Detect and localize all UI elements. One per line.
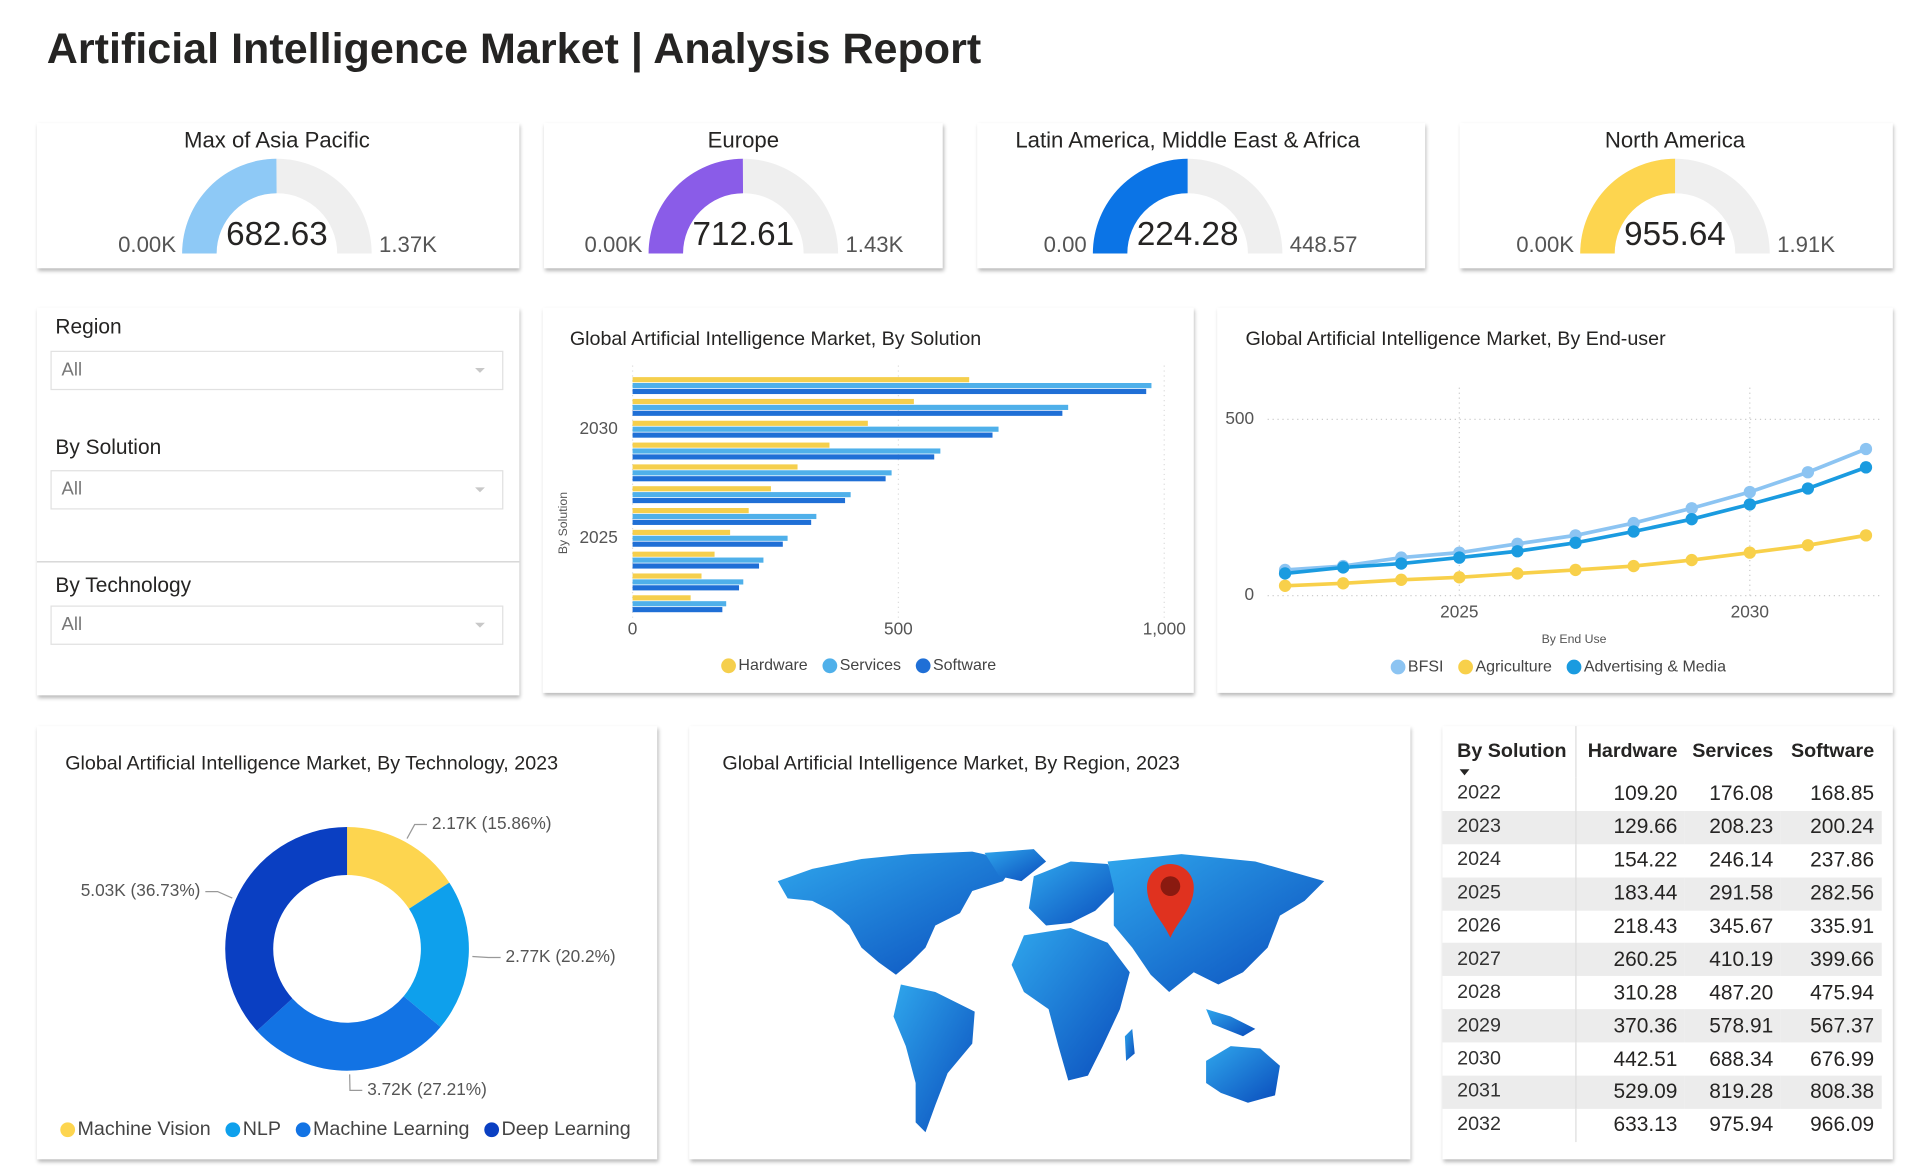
bar-card <box>542 307 1194 693</box>
gauge-card <box>543 123 943 269</box>
filter-dropdown[interactable]: All <box>50 470 504 510</box>
table-cell: 109.20 <box>1613 782 1678 806</box>
table-cell: 2030 <box>1442 1042 1577 1076</box>
table-row: 2028 310.28 487.20 475.94 <box>1442 976 1881 1010</box>
table-cell: 2029 <box>1442 1009 1577 1043</box>
table-row: 2031 529.09 819.28 808.38 <box>1442 1075 1882 1109</box>
table-cell: 154.22 <box>1613 848 1678 872</box>
table-cell: 442.51 <box>1613 1046 1678 1071</box>
table-cell: 176.08 <box>1709 782 1774 806</box>
table-cell: 966.09 <box>1810 1112 1875 1137</box>
table-cell: 578.91 <box>1684 1009 1781 1043</box>
table-cell: 246.14 <box>1709 848 1774 872</box>
table-cell: 2023 <box>1442 810 1577 844</box>
table-row: 2029 370.36 578.91 567.37 <box>1442 1009 1882 1043</box>
column-header: By Solution <box>1442 726 1577 778</box>
table-cell: 335.91 <box>1810 914 1875 938</box>
table-cell: 567.37 <box>1780 1009 1882 1043</box>
table-row: 2023 129.66 208.23 200.24 <box>1442 810 1882 844</box>
table-cell: 676.99 <box>1810 1046 1875 1071</box>
filter-value: All <box>61 359 83 381</box>
table-cell: 399.66 <box>1780 943 1882 977</box>
table-row: 2026 218.43 345.67 335.91 <box>1442 910 1881 944</box>
table-cell: 183.44 <box>1575 877 1685 911</box>
table-cell: 808.38 <box>1780 1075 1882 1109</box>
table-cell: 345.67 <box>1709 914 1774 938</box>
map-card <box>689 726 1411 1160</box>
table-cell: 218.43 <box>1613 914 1678 938</box>
column-header: Hardware <box>1587 740 1678 762</box>
separator <box>36 561 520 563</box>
table-row: 2024 154.22 246.14 237.86 <box>1442 843 1881 878</box>
table-cell: 168.85 <box>1810 782 1875 806</box>
filter-value: All <box>61 478 83 500</box>
table-cell: 237.86 <box>1810 848 1875 872</box>
page-title: Artificial Intelligence Market | Analysi… <box>46 24 982 73</box>
table-row: 2025 183.44 291.58 282.56 <box>1442 877 1882 911</box>
table-cell: 529.09 <box>1575 1075 1685 1109</box>
line-card <box>1217 307 1893 693</box>
table-cell: 291.58 <box>1684 877 1781 911</box>
filter-card: Region All By Solution All By Technology… <box>36 307 520 696</box>
table-card: By Solution Hardware Services Software 2022 1… <box>1442 726 1893 1160</box>
table-cell: 410.19 <box>1684 943 1781 977</box>
gauge-card <box>36 123 520 269</box>
table-cell: 475.94 <box>1810 980 1875 1004</box>
table-cell: 2028 <box>1442 976 1577 1010</box>
table-cell: 208.23 <box>1684 810 1781 844</box>
table-cell: 975.94 <box>1709 1112 1774 1137</box>
filter-label: Region <box>55 315 122 339</box>
table-row: 2027 260.25 410.19 399.66 <box>1442 943 1882 977</box>
table-cell: 2022 <box>1442 777 1577 811</box>
table-cell: 2024 <box>1442 843 1577 878</box>
filter-dropdown[interactable]: All <box>50 605 504 645</box>
table-cell: 2026 <box>1442 910 1577 944</box>
table-cell: 129.66 <box>1575 810 1685 844</box>
table-row: 2022 109.20 176.08 168.85 <box>1442 777 1881 811</box>
table-cell: 2032 <box>1442 1108 1577 1142</box>
donut-card <box>36 726 658 1160</box>
table-cell: 282.56 <box>1780 877 1882 911</box>
table-cell: 2025 <box>1442 877 1577 911</box>
filter-label: By Solution <box>55 435 162 460</box>
table-cell: 370.36 <box>1575 1009 1685 1043</box>
column-header: Services <box>1692 740 1774 762</box>
table-cell: 819.28 <box>1684 1075 1781 1109</box>
table-cell: 260.25 <box>1575 943 1685 977</box>
gauge-card <box>1459 123 1893 269</box>
table-row: 2030 442.51 688.34 676.99 <box>1442 1042 1881 1076</box>
column-header: Software <box>1790 740 1875 762</box>
table-row: 2032 633.13 975.94 966.09 <box>1442 1108 1881 1142</box>
data-table: By Solution Hardware Services Software 2022 1… <box>1442 726 1882 1142</box>
table-cell: 2031 <box>1442 1075 1577 1109</box>
table-cell: 200.24 <box>1780 810 1882 844</box>
filter-dropdown[interactable]: All <box>50 350 504 391</box>
table-cell: 688.34 <box>1709 1046 1774 1071</box>
table-cell: 487.20 <box>1709 980 1774 1004</box>
table-cell: 310.28 <box>1613 980 1678 1004</box>
table-cell: 2027 <box>1442 943 1577 977</box>
filter-label: By Technology <box>55 573 192 597</box>
gauge-card <box>977 123 1426 269</box>
filter-value: All <box>61 614 83 636</box>
table-cell: 633.13 <box>1613 1112 1678 1137</box>
